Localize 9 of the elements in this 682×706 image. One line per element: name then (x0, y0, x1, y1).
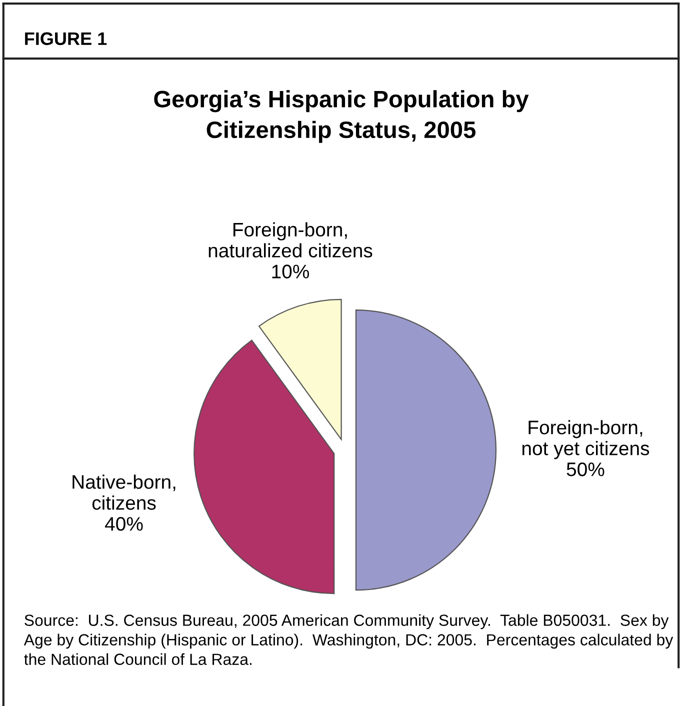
slice-label: Foreign-born, naturalized citizens (208, 222, 372, 258)
chart-title: Georgia’s Hispanic Population by Citizenship Status, 2005 (154, 90, 529, 143)
slice-label: Foreign-born, not yet citizens (522, 420, 650, 460)
source-note: Source: U.S. Census Bureau, 2005 American Community Survey. Table B050031. Sex by Age by Citizenship (Hispanic or Latino). Washington, DC: 2005. Percentages calculated by the National Council of La Raza. (24, 614, 674, 665)
data-label: 50% (566, 462, 604, 476)
slice-label: Native-born, citizens (72, 474, 176, 510)
caption: FIGURE 1 (25, 32, 107, 46)
data-label: 10% (272, 264, 309, 278)
data-label: 40% (104, 516, 143, 531)
